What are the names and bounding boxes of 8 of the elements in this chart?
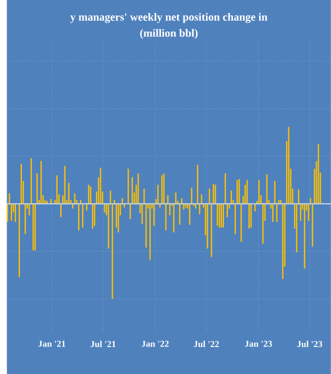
x-tick-label: Jan '21 — [38, 340, 66, 347]
x-tick-label: Jan '22 — [141, 340, 168, 347]
x-tick-label: Jul '22 — [194, 340, 219, 348]
x-tick-label: Jul '23 — [296, 340, 322, 348]
x-tick-label: Jul '21 — [90, 340, 116, 348]
x-tick-label: Jan '23 — [244, 340, 272, 347]
chart-title: y managers' weekly net position change in — [70, 12, 268, 24]
chart-subtitle: (million bbl) — [140, 29, 198, 39]
